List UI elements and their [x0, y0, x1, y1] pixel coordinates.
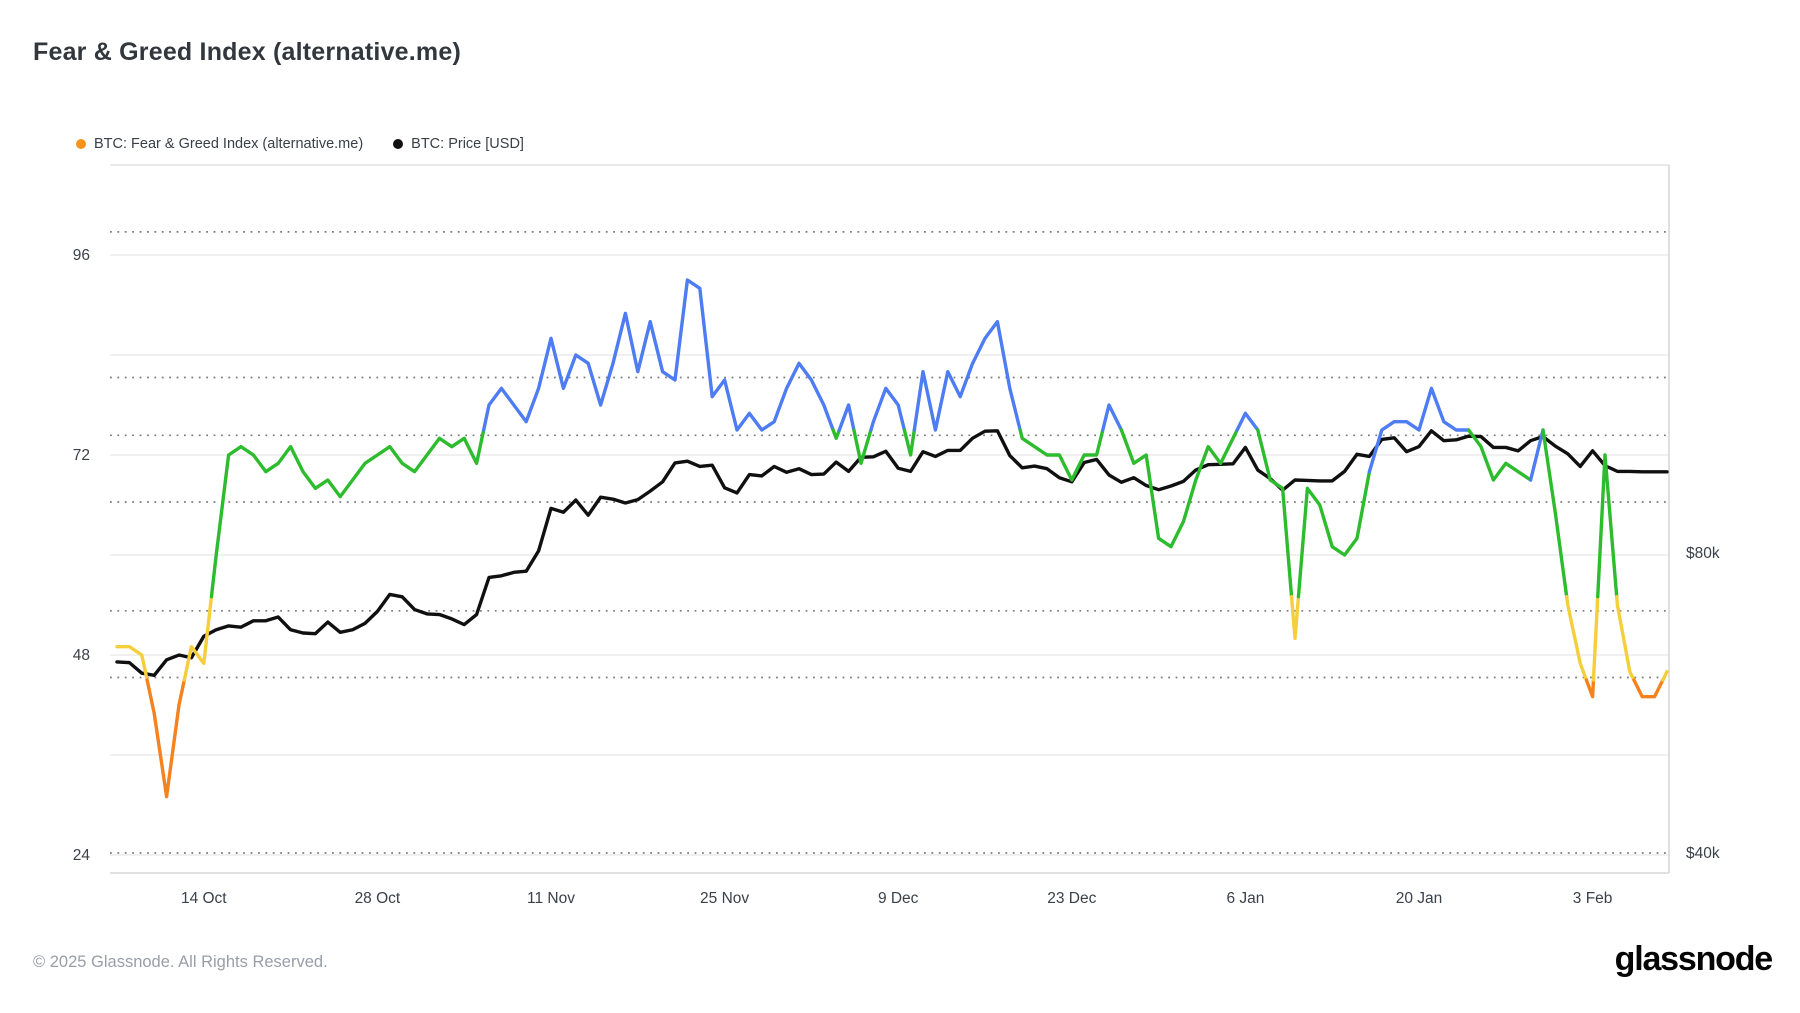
fear-greed-series-segment — [1296, 469, 1372, 599]
y-axis-left-tick-label: 48 — [73, 647, 90, 664]
page-title: Fear & Greed Index (alternative.me) — [33, 38, 461, 66]
fear-greed-series-segment — [1661, 669, 1669, 682]
x-axis-tick-label: 6 Jan — [1226, 890, 1264, 907]
x-axis-tick-label: 25 Nov — [700, 890, 749, 907]
fear-greed-series-segment — [1101, 403, 1124, 432]
x-axis-tick-label: 11 Nov — [527, 890, 575, 907]
x-axis-tick-label: 9 Dec — [878, 890, 919, 907]
fear-greed-series-segment — [1591, 594, 1600, 682]
legend-item-label: BTC: Fear & Greed Index (alternative.me) — [94, 136, 364, 152]
fear-greed-series-segment — [831, 428, 841, 441]
fear-greed-series-segment — [1632, 678, 1665, 699]
legend-item-label: BTC: Price [USD] — [411, 136, 524, 152]
y-axis-right-tick-label: $40k — [1686, 845, 1720, 862]
price-series-line — [115, 429, 1669, 678]
x-axis-tick-label: 3 Feb — [1573, 890, 1613, 907]
fear-greed-series-segment — [1466, 428, 1533, 482]
fear-greed-legend-dot-icon — [76, 139, 86, 149]
fear-greed-series-segment — [1584, 678, 1596, 699]
fear-greed-series-segment — [852, 428, 873, 466]
fear-greed-series-segment — [1541, 428, 1569, 599]
x-axis-tick-label: 23 Dec — [1047, 890, 1096, 907]
price-legend-dot-icon — [393, 139, 404, 149]
fear-greed-series-segment — [912, 319, 1022, 432]
x-axis-tick-label: 20 Jan — [1396, 890, 1443, 907]
glassnode-logo[interactable]: glassnode — [1614, 940, 1774, 978]
fear-greed-series-segment — [1596, 453, 1619, 599]
fear-greed-series-segment — [902, 428, 917, 457]
fear-greed-series-segment — [1256, 428, 1294, 599]
fear-greed-series-segment — [1615, 594, 1636, 682]
fear-greed-series-segment — [182, 594, 214, 682]
fear-greed-series-segment — [481, 278, 835, 432]
fear-greed-series-segment — [869, 386, 907, 432]
fear-greed-series-segment — [145, 678, 187, 799]
fear-greed-series-segment — [1528, 428, 1545, 482]
fear-greed-series-segment — [1367, 386, 1471, 474]
fear-greed-series-segment — [1119, 428, 1239, 549]
chart-legend: BTC: Fear & Greed Index (alternative.me)… — [76, 136, 524, 152]
y-axis-left-tick-label: 24 — [73, 847, 91, 864]
fear-greed-series-segment — [1235, 411, 1260, 432]
x-axis-tick-label: 28 Oct — [355, 890, 401, 907]
fear-greed-series-segment — [837, 403, 856, 432]
copyright-text: © 2025 Glassnode. All Rights Reserved. — [33, 953, 328, 971]
y-axis-left-tick-label: 96 — [73, 247, 90, 264]
fear-greed-series-segment — [209, 428, 486, 599]
y-axis-right-tick-label: $80k — [1686, 545, 1720, 562]
fear-greed-series-segment — [1289, 594, 1301, 641]
fear-greed-series-segment — [1564, 594, 1589, 682]
y-axis-left-tick-label: 72 — [73, 447, 90, 464]
legend-item-fear-greed[interactable]: BTC: Fear & Greed Index (alternative.me) — [76, 136, 363, 152]
x-axis-tick-label: 14 Oct — [181, 890, 227, 907]
fear-greed-series-segment — [1018, 428, 1105, 482]
legend-item-price[interactable]: BTC: Price [USD] — [393, 136, 524, 152]
fear-greed-series-segment — [115, 644, 149, 682]
